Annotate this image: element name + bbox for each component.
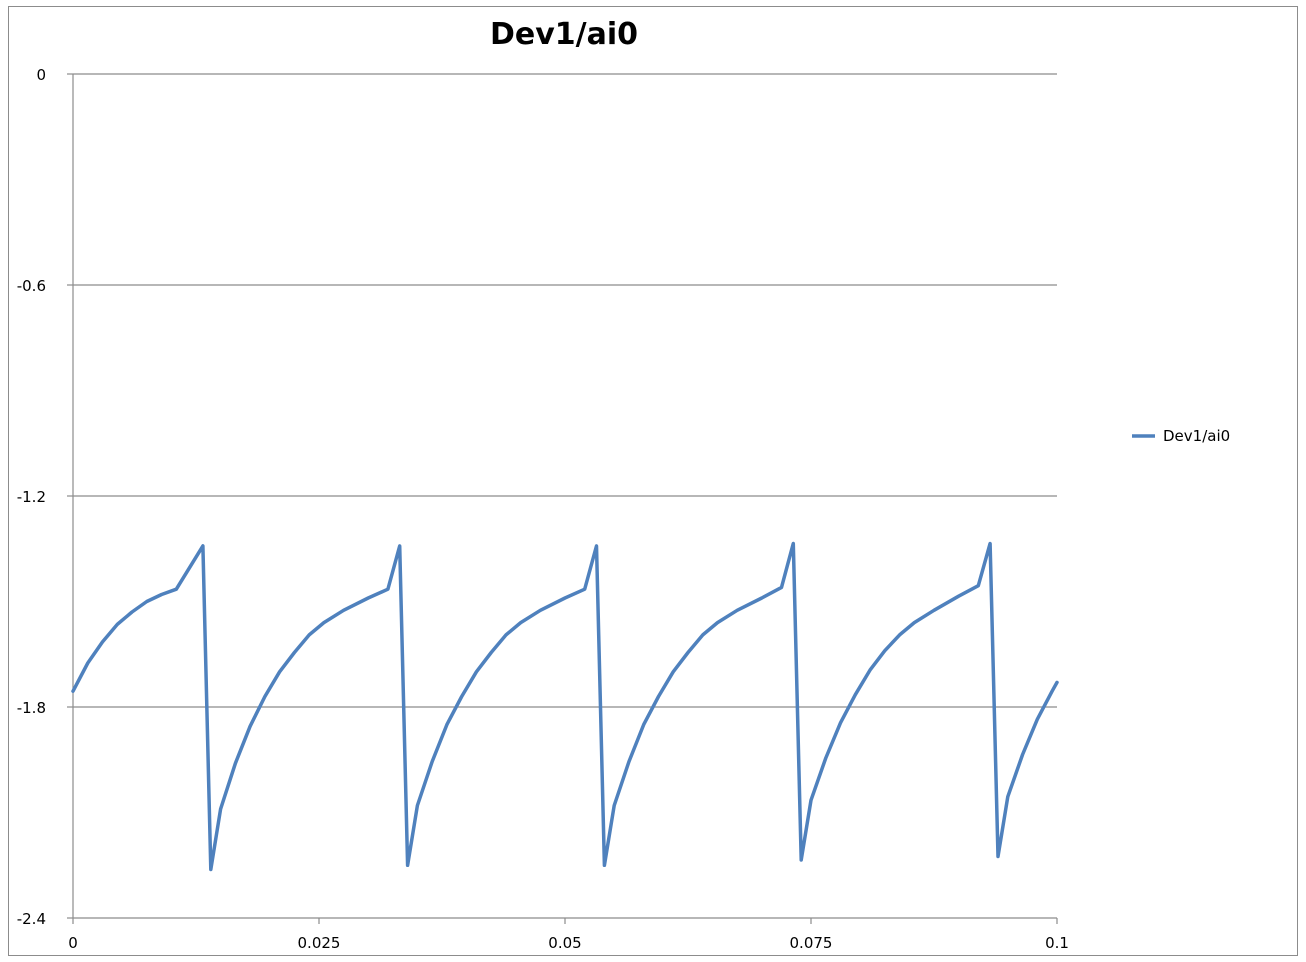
gridlines bbox=[73, 73, 1057, 919]
y-tick-label: -1.8 bbox=[17, 699, 46, 717]
legend: Dev1/ai0 bbox=[1132, 427, 1230, 445]
y-tick-label: 0 bbox=[36, 66, 46, 84]
legend-label: Dev1/ai0 bbox=[1163, 427, 1230, 445]
y-tick-label: -0.6 bbox=[17, 277, 46, 295]
x-tick-label: 0.1 bbox=[1045, 934, 1069, 952]
x-tick-label: 0 bbox=[68, 934, 78, 952]
x-axis-ticks: 0 0.025 0.05 0.075 0.1 bbox=[68, 918, 1069, 952]
x-tick-label: 0.05 bbox=[548, 934, 581, 952]
y-axis-ticks: 0 -0.6 -1.2 -1.8 -2.4 bbox=[17, 66, 73, 928]
chart-title: Dev1/ai0 bbox=[490, 17, 638, 52]
x-tick-label: 0.025 bbox=[298, 934, 341, 952]
series-group bbox=[71, 541, 1059, 872]
x-tick-label: 0.075 bbox=[790, 934, 833, 952]
y-tick-label: -1.2 bbox=[17, 488, 46, 506]
series-line bbox=[71, 541, 1059, 872]
y-tick-label: -2.4 bbox=[17, 910, 46, 928]
